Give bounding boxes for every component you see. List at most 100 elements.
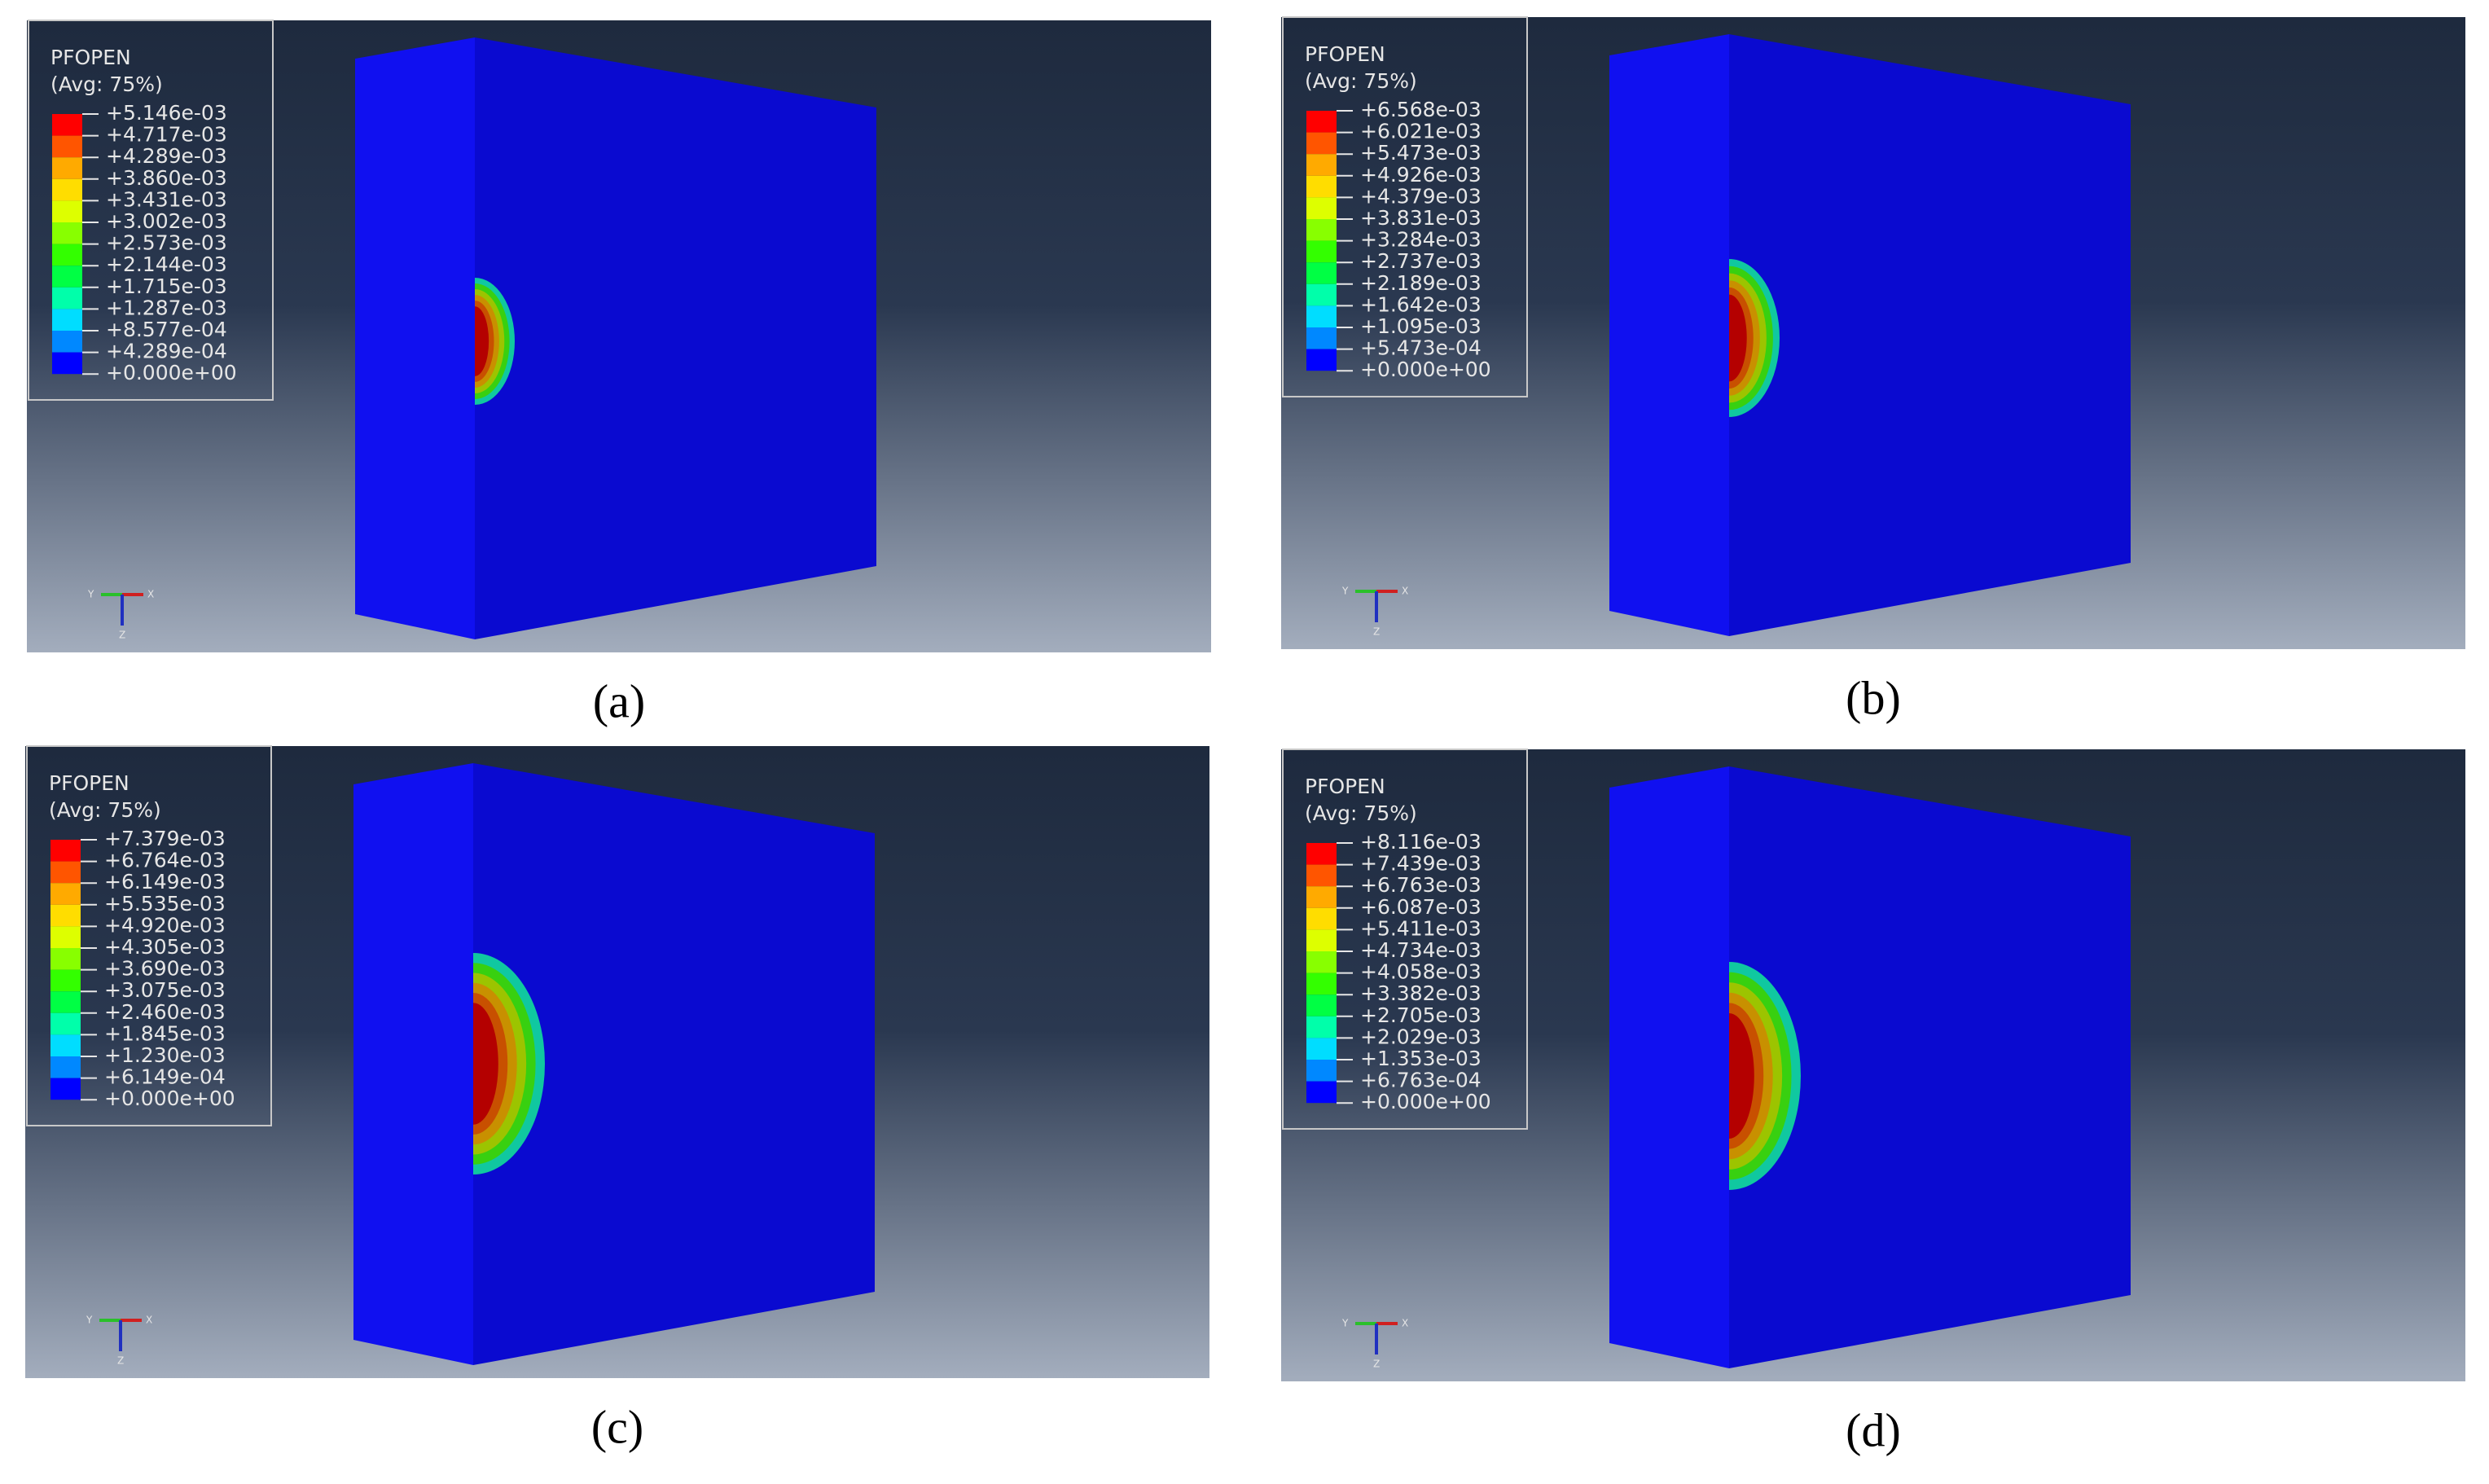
legend-label: +4.920e-03 bbox=[104, 913, 226, 937]
legend-swatch bbox=[50, 840, 81, 862]
legend-swatch bbox=[1306, 886, 1337, 908]
legend-swatch bbox=[1306, 1060, 1337, 1082]
legend-label: +0.000e+00 bbox=[1360, 1090, 1491, 1113]
legend-swatch bbox=[1306, 1081, 1337, 1104]
legend-label: +6.149e-04 bbox=[104, 1065, 226, 1089]
legend-label: +1.715e-03 bbox=[106, 274, 227, 298]
legend-swatch bbox=[52, 135, 82, 158]
legend-label: +3.284e-03 bbox=[1360, 228, 1482, 252]
legend-label: +7.439e-03 bbox=[1360, 852, 1482, 876]
viewport-panel: PFOPEN(Avg: 75%)+5.146e-03+4.717e-03+4.2… bbox=[27, 20, 1211, 652]
legend-label: +2.189e-03 bbox=[1360, 271, 1482, 295]
legend-swatch bbox=[1306, 154, 1337, 176]
legend-label: +2.460e-03 bbox=[104, 1000, 226, 1024]
legend-swatch bbox=[1306, 843, 1337, 865]
model-side-face bbox=[353, 763, 473, 1365]
model-front-face bbox=[1729, 766, 2131, 1368]
legend-label: +2.029e-03 bbox=[1360, 1025, 1482, 1048]
legend-label: +0.000e+00 bbox=[106, 361, 237, 384]
panel-caption: (b) bbox=[1846, 671, 1901, 724]
triad-y-label: Y bbox=[1341, 586, 1349, 597]
legend-swatch bbox=[1306, 1038, 1337, 1060]
legend-label: +5.146e-03 bbox=[106, 101, 227, 125]
legend-label: +5.473e-04 bbox=[1360, 336, 1482, 360]
legend-swatch bbox=[1306, 175, 1337, 198]
legend-label: +3.860e-03 bbox=[106, 166, 227, 190]
contour bbox=[1729, 259, 1780, 417]
legend-title: PFOPEN bbox=[1305, 42, 1385, 66]
legend-swatch bbox=[52, 178, 82, 201]
model-front-face bbox=[475, 37, 876, 639]
model-side-face bbox=[1609, 766, 1729, 1368]
legend-label: +6.087e-03 bbox=[1360, 895, 1482, 919]
triad-y-label: Y bbox=[86, 1315, 93, 1326]
legend-title: PFOPEN bbox=[1305, 775, 1385, 798]
legend-label: +4.305e-03 bbox=[104, 935, 226, 959]
legend-label: +3.690e-03 bbox=[104, 957, 226, 981]
model-side-face bbox=[1609, 34, 1729, 636]
legend-label: +4.926e-03 bbox=[1360, 163, 1482, 187]
legend-label: +4.289e-04 bbox=[106, 340, 227, 363]
legend-label: +1.287e-03 bbox=[106, 296, 227, 319]
legend-swatch bbox=[52, 157, 82, 179]
legend-subtitle: (Avg: 75%) bbox=[1305, 801, 1417, 825]
legend-swatch bbox=[52, 114, 82, 136]
contour-band bbox=[1729, 294, 1747, 382]
legend-swatch bbox=[1306, 973, 1337, 995]
legend-title: PFOPEN bbox=[50, 46, 131, 69]
legend-label: +1.230e-03 bbox=[104, 1043, 226, 1067]
legend-label: +4.379e-03 bbox=[1360, 184, 1482, 208]
legend-label: +0.000e+00 bbox=[1360, 358, 1491, 381]
legend-label: +0.000e+00 bbox=[104, 1087, 235, 1110]
legend-subtitle: (Avg: 75%) bbox=[49, 798, 161, 822]
legend-swatch bbox=[1306, 929, 1337, 951]
legend-label: +2.573e-03 bbox=[106, 231, 227, 255]
legend-label: +7.379e-03 bbox=[104, 827, 226, 850]
contour bbox=[473, 953, 545, 1174]
legend-label: +6.149e-03 bbox=[104, 870, 226, 893]
legend-label: +3.075e-03 bbox=[104, 978, 226, 1002]
legend-swatch bbox=[1306, 864, 1337, 887]
legend-label: +5.535e-03 bbox=[104, 892, 226, 915]
legend-swatch bbox=[50, 969, 81, 992]
panel-caption: (a) bbox=[593, 674, 645, 727]
legend-swatch bbox=[1306, 349, 1337, 371]
viewport-panel: PFOPEN(Avg: 75%)+8.116e-03+7.439e-03+6.7… bbox=[1281, 749, 2465, 1381]
legend-swatch bbox=[52, 352, 82, 375]
triad-y-label: Y bbox=[1341, 1318, 1349, 1329]
legend-swatch bbox=[50, 883, 81, 905]
legend-swatch bbox=[1306, 907, 1337, 930]
legend-swatch bbox=[1306, 262, 1337, 284]
triad-z-label: Z bbox=[1373, 1359, 1380, 1370]
legend-label: +1.642e-03 bbox=[1360, 292, 1482, 316]
legend-label: +2.705e-03 bbox=[1360, 1003, 1482, 1027]
legend-label: +1.353e-03 bbox=[1360, 1047, 1482, 1070]
legend-label: +6.763e-03 bbox=[1360, 873, 1482, 897]
panel-caption: (c) bbox=[591, 1400, 643, 1453]
legend-swatch bbox=[50, 926, 81, 948]
legend-swatch bbox=[52, 244, 82, 266]
legend-swatch bbox=[1306, 197, 1337, 219]
contour bbox=[475, 278, 515, 405]
legend-swatch bbox=[1306, 951, 1337, 973]
legend-box bbox=[1282, 16, 1528, 397]
legend-swatch bbox=[1306, 240, 1337, 263]
legend-label: +3.382e-03 bbox=[1360, 981, 1482, 1005]
contour-band bbox=[1729, 1013, 1754, 1139]
legend-swatch bbox=[1306, 1016, 1337, 1038]
contour-band bbox=[473, 1003, 498, 1125]
legend-label: +2.144e-03 bbox=[106, 252, 227, 276]
legend-swatch bbox=[1306, 305, 1337, 327]
legend-label: +4.734e-03 bbox=[1360, 938, 1482, 962]
legend-label: +8.577e-04 bbox=[106, 318, 227, 341]
legend-label: +3.831e-03 bbox=[1360, 206, 1482, 230]
legend-swatch bbox=[52, 200, 82, 222]
legend-box bbox=[1282, 749, 1528, 1130]
legend-swatch bbox=[1306, 111, 1337, 133]
legend-label: +5.411e-03 bbox=[1360, 916, 1482, 940]
legend-swatch bbox=[1306, 283, 1337, 306]
legend-label: +1.845e-03 bbox=[104, 1021, 226, 1045]
legend-swatch bbox=[50, 861, 81, 884]
